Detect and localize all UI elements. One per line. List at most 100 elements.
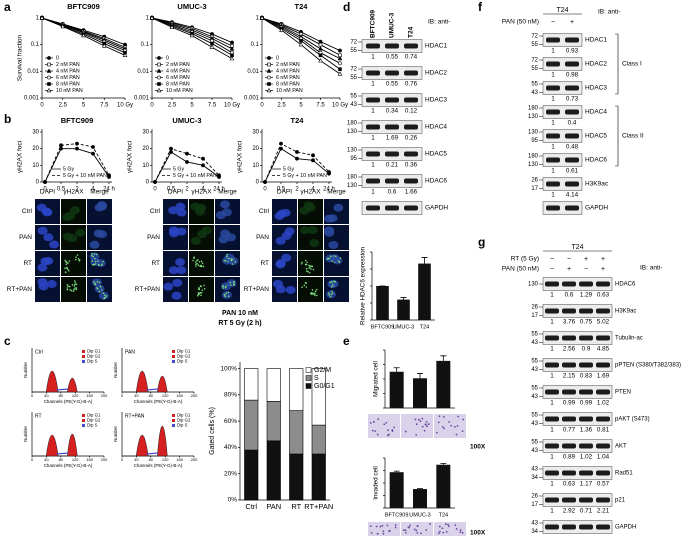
bar (389, 472, 404, 508)
legend-label: 2 nM PAN (166, 62, 190, 68)
nucleus (37, 226, 48, 235)
band-quant: 1 (550, 373, 554, 380)
nucleus (91, 278, 102, 287)
bar (436, 464, 451, 508)
nucleus (37, 263, 48, 272)
blot-band (596, 281, 610, 287)
y-tick-label: 0.01 (247, 69, 259, 75)
row-label: Ctrl (22, 208, 33, 215)
y-tick-label: 80% (224, 392, 237, 399)
blot-target: Rad51 (615, 471, 633, 477)
data-point (46, 68, 52, 73)
s-phase (56, 388, 69, 391)
band-quant: 1 (371, 135, 375, 142)
foci-dot (222, 285, 224, 288)
mw-marker: 180 (347, 121, 358, 127)
legend-label: Dip G2 (87, 354, 101, 359)
data-point (209, 44, 215, 49)
foci-dot (199, 285, 202, 287)
x-tick-label: 10 Gy (224, 103, 240, 109)
legend-swatch (172, 355, 175, 358)
data-point (263, 180, 267, 184)
blot-band (596, 335, 610, 341)
foci-dot (192, 259, 194, 262)
legend-label: 2 nM PAN (56, 62, 80, 68)
cell-image (298, 277, 323, 302)
foci-dot (70, 289, 73, 292)
y-tick-label: 10 (252, 163, 259, 169)
row-label: PAN (256, 234, 269, 241)
group-label: Class II (622, 133, 644, 140)
column-label: Merge (90, 189, 109, 196)
band-quant: 1 (371, 54, 375, 61)
foci-dot (201, 262, 204, 265)
legend-label: Dip G1 (177, 413, 191, 418)
cell-dot (391, 430, 394, 433)
foci-dot (224, 295, 226, 298)
blot-strip (542, 153, 583, 167)
group-bracket (615, 105, 619, 167)
treatment-label: RT (5 Gy) (511, 256, 539, 263)
x-tick-label: 160 (86, 393, 93, 398)
nucleus (190, 236, 201, 245)
foci-dot (73, 280, 76, 282)
axis-label: Channels (PE(Y-G)-B-A) (44, 463, 93, 468)
blot-strip (542, 201, 583, 215)
foci-dot (91, 252, 93, 255)
blot-band (596, 416, 610, 422)
data-point (229, 46, 235, 51)
y-tick-label: 10 (32, 163, 39, 169)
nucleus (176, 208, 187, 217)
foci-dot (99, 285, 102, 288)
x-tick-label: 7.5 (316, 103, 325, 109)
chart-title: BFTC909 (61, 116, 94, 125)
blot-band (546, 61, 560, 67)
y-tick-label: 20 (252, 146, 259, 152)
foci-dot (300, 263, 303, 265)
x-tick-label: 0 (150, 103, 154, 109)
nucleus (224, 253, 235, 262)
data-point (47, 62, 51, 67)
row-label: RT+PAN (7, 286, 33, 293)
blot-band (385, 151, 399, 157)
band-quant: 0.4 (568, 120, 577, 127)
blot-band (366, 70, 380, 76)
blot-band (546, 109, 560, 115)
cell-dot (462, 418, 465, 421)
y-tick-label: 0.1 (31, 42, 40, 48)
nucleus (197, 230, 208, 239)
legend-label: 2 nM PAN (276, 62, 300, 68)
row-label: RT (260, 260, 269, 267)
blot-band (579, 497, 593, 503)
blot-band (404, 178, 418, 184)
x-tick-label: 0.5 (167, 187, 176, 193)
cell-dot (369, 421, 372, 424)
y-tick-label: 30 (142, 130, 149, 136)
band-quant: 0.63 (563, 481, 576, 488)
x-tick-label: PAN (266, 502, 281, 511)
cell-dot (383, 423, 386, 426)
cell-dot (459, 531, 462, 534)
band-quant: 1 (371, 108, 375, 115)
s-phase (56, 452, 69, 455)
foci-dot (75, 256, 77, 258)
cell-dot (426, 425, 428, 428)
cell-dot (376, 433, 379, 436)
cell-dot (425, 420, 428, 423)
ib-label: IB: anti- (640, 265, 662, 272)
foci-dot (93, 280, 95, 283)
blot-band (546, 205, 560, 211)
cell-dot (388, 433, 390, 436)
bar-segment (266, 440, 281, 501)
blot-band (579, 470, 593, 476)
data-point (201, 156, 205, 161)
x-tick-label: 0.5 (277, 187, 286, 193)
band-quant: 1.02 (580, 454, 593, 461)
legend-label: 8 nM PAN (166, 81, 190, 87)
blot-band (562, 497, 576, 503)
foci-dot (64, 267, 66, 270)
data-point (107, 173, 111, 178)
foci-dot (75, 287, 78, 289)
cell-dot (407, 526, 410, 529)
cell-dot (382, 530, 385, 533)
